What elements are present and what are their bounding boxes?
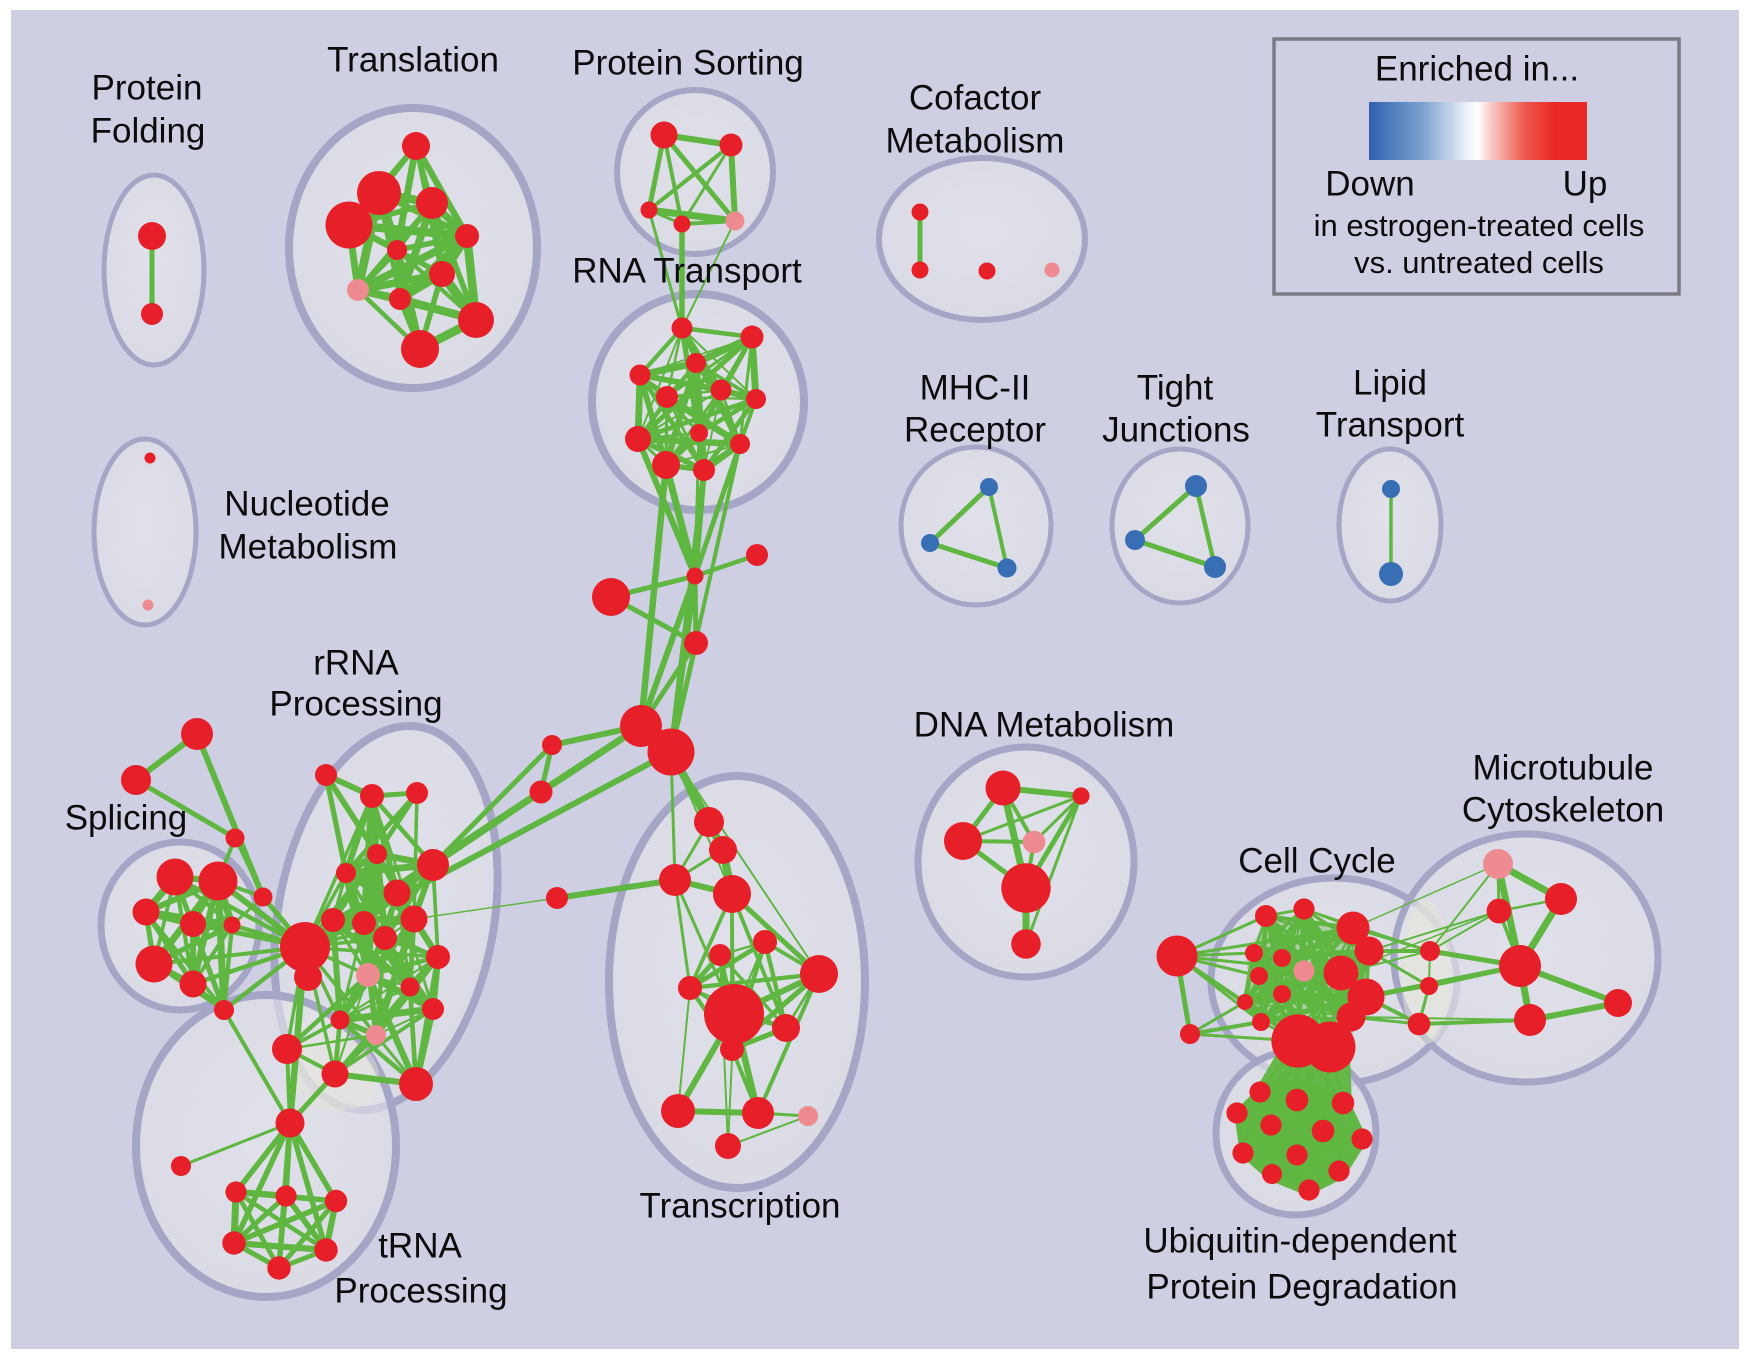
svg-text:Protein: Protein bbox=[92, 68, 203, 107]
svg-text:Receptor: Receptor bbox=[904, 410, 1046, 449]
svg-text:in estrogen-treated cells: in estrogen-treated cells bbox=[1314, 208, 1645, 243]
svg-text:Cofactor: Cofactor bbox=[909, 78, 1042, 117]
svg-text:MHC-II: MHC-II bbox=[920, 368, 1031, 407]
svg-text:Lipid: Lipid bbox=[1353, 363, 1427, 402]
svg-text:Transport: Transport bbox=[1316, 405, 1465, 444]
svg-text:Cytoskeleton: Cytoskeleton bbox=[1462, 790, 1664, 829]
svg-text:DNA Metabolism: DNA Metabolism bbox=[914, 705, 1175, 744]
svg-text:Nucleotide: Nucleotide bbox=[224, 484, 389, 523]
svg-text:Protein Degradation: Protein Degradation bbox=[1146, 1267, 1457, 1306]
svg-text:Transcription: Transcription bbox=[640, 1186, 841, 1225]
svg-text:Cell Cycle: Cell Cycle bbox=[1238, 841, 1396, 880]
svg-text:tRNA: tRNA bbox=[378, 1226, 462, 1265]
svg-text:Junctions: Junctions bbox=[1102, 410, 1250, 449]
svg-text:Metabolism: Metabolism bbox=[886, 121, 1065, 160]
svg-text:Splicing: Splicing bbox=[65, 798, 188, 837]
svg-text:RNA Transport: RNA Transport bbox=[572, 251, 802, 290]
svg-text:Tight: Tight bbox=[1137, 368, 1214, 407]
svg-text:Down: Down bbox=[1325, 164, 1414, 203]
svg-text:Ubiquitin-dependent: Ubiquitin-dependent bbox=[1143, 1221, 1457, 1260]
svg-text:Metabolism: Metabolism bbox=[219, 527, 398, 566]
svg-text:Folding: Folding bbox=[91, 111, 206, 150]
svg-text:Processing: Processing bbox=[269, 684, 442, 723]
svg-text:Processing: Processing bbox=[334, 1271, 507, 1310]
svg-text:vs. untreated cells: vs. untreated cells bbox=[1354, 245, 1604, 280]
svg-text:Microtubule: Microtubule bbox=[1473, 748, 1654, 787]
svg-text:Up: Up bbox=[1563, 164, 1608, 203]
svg-text:rRNA: rRNA bbox=[313, 643, 399, 682]
svg-text:Enriched in...: Enriched in... bbox=[1375, 49, 1579, 88]
svg-text:Translation: Translation bbox=[327, 40, 499, 79]
svg-text:Protein Sorting: Protein Sorting bbox=[572, 43, 804, 82]
